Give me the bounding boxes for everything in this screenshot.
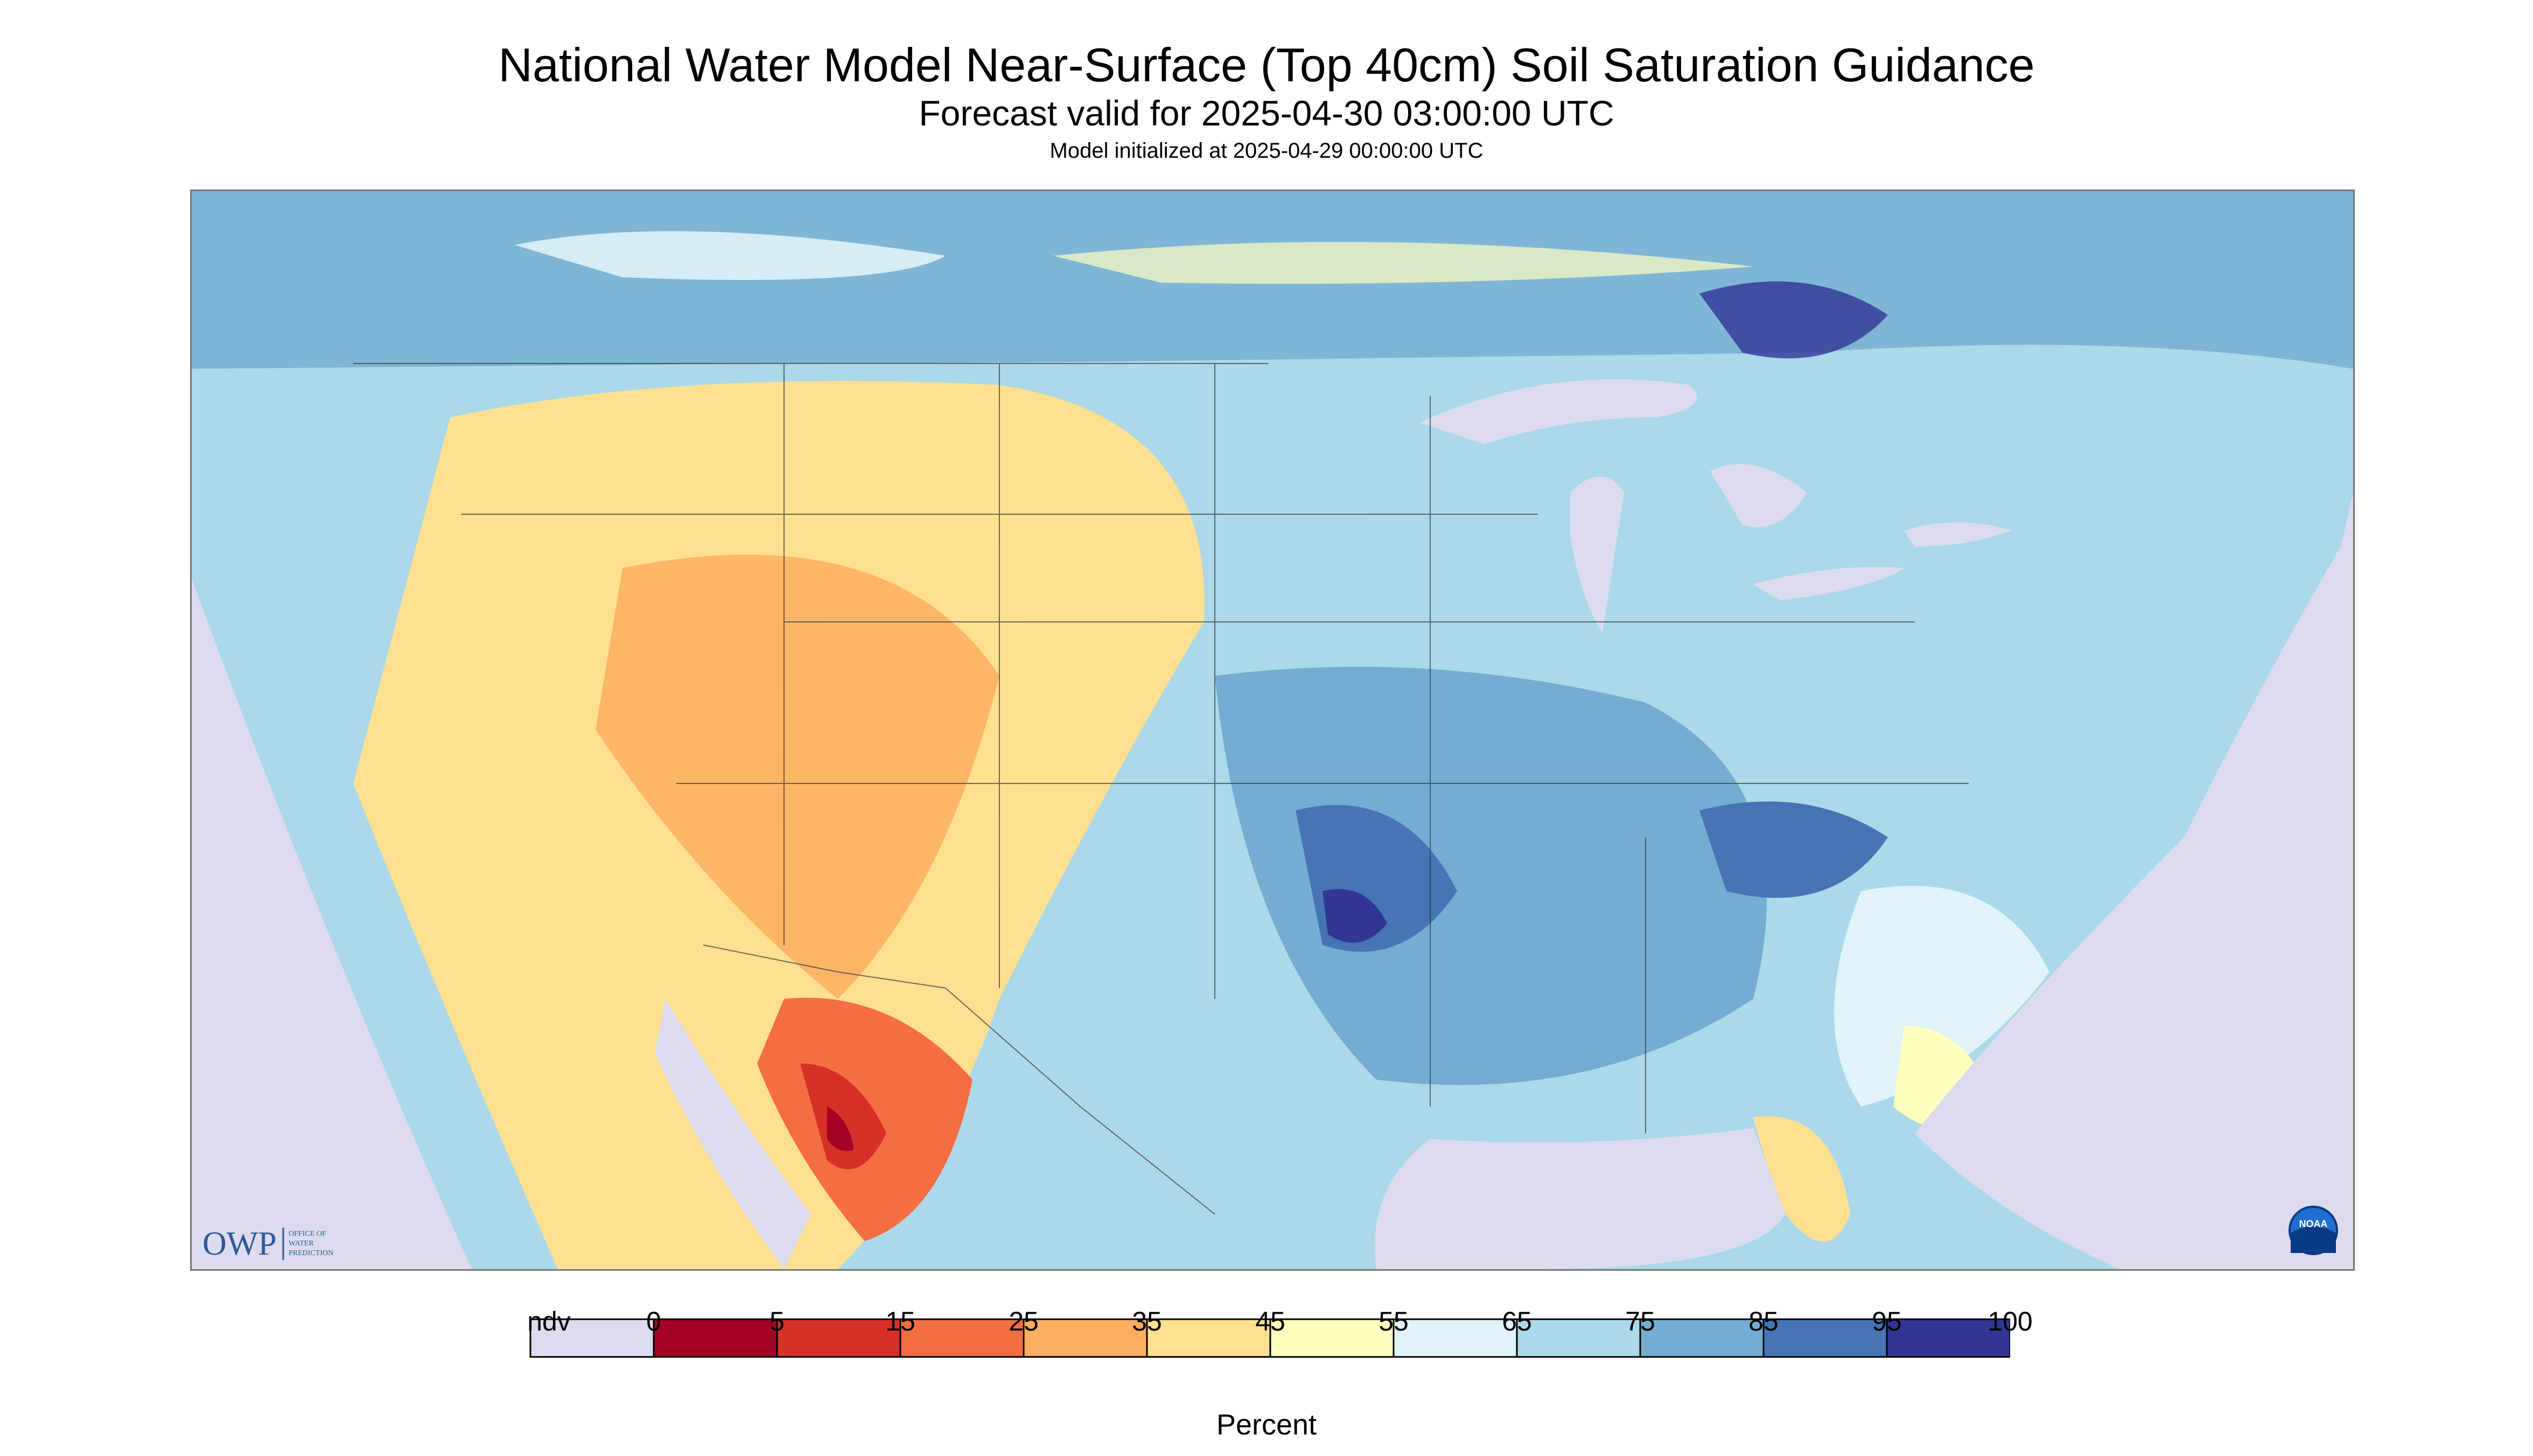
legend-tick-label: 45 bbox=[1255, 1306, 1285, 1337]
svg-text:OFFICE OF: OFFICE OF bbox=[289, 1230, 326, 1238]
svg-text:OWP: OWP bbox=[202, 1226, 277, 1262]
model-init-text: Model initialized at 2025-04-29 00:00:00… bbox=[0, 139, 2533, 163]
legend-swatch-8 bbox=[1517, 1319, 1640, 1357]
legend-tick-label: 35 bbox=[1132, 1306, 1162, 1337]
legend-swatch-9 bbox=[1640, 1319, 1764, 1357]
legend-tick-label: 25 bbox=[1009, 1306, 1039, 1337]
svg-text:PREDICTION: PREDICTION bbox=[289, 1249, 333, 1257]
forecast-valid-subtitle: Forecast valid for 2025-04-30 03:00:00 U… bbox=[0, 93, 2533, 134]
legend-swatch-6 bbox=[1270, 1319, 1394, 1357]
legend-tick-label: 0 bbox=[646, 1306, 661, 1337]
noaa-logo: NOAA bbox=[2289, 1206, 2338, 1255]
svg-text:NOAA: NOAA bbox=[2299, 1219, 2328, 1229]
legend-tick-label: 65 bbox=[1502, 1306, 1532, 1337]
legend-tick-label: 5 bbox=[769, 1306, 785, 1337]
legend-tick-label: 85 bbox=[1748, 1306, 1779, 1337]
legend-swatch-10 bbox=[1764, 1319, 1887, 1357]
map-canvas: OWP OFFICE OF WATER PREDICTION NOAA bbox=[192, 191, 2353, 1269]
legend-tick-label: 100 bbox=[1988, 1306, 2032, 1337]
legend-tick-label: 15 bbox=[885, 1306, 915, 1337]
legend-tick-label: 75 bbox=[1625, 1306, 1655, 1337]
legend-unit-label: Percent bbox=[0, 1408, 2533, 1441]
gulf-of-mexico bbox=[1375, 1128, 1786, 1269]
legend-swatch-4 bbox=[1024, 1319, 1147, 1357]
map-title: National Water Model Near-Surface (Top 4… bbox=[0, 38, 2533, 93]
svg-text:WATER: WATER bbox=[289, 1240, 314, 1248]
legend-tick-label: ndv bbox=[527, 1306, 571, 1337]
legend-swatch-7 bbox=[1394, 1319, 1517, 1357]
soil-saturation-map: OWP OFFICE OF WATER PREDICTION NOAA bbox=[190, 190, 2355, 1271]
legend-tick-label: 55 bbox=[1379, 1306, 1409, 1337]
legend-swatch-5 bbox=[1147, 1319, 1270, 1357]
legend-swatch-1 bbox=[654, 1319, 777, 1357]
legend-swatch-2 bbox=[777, 1319, 900, 1357]
legend-tick-label: 95 bbox=[1872, 1306, 1902, 1337]
legend-swatch-3 bbox=[900, 1319, 1024, 1357]
